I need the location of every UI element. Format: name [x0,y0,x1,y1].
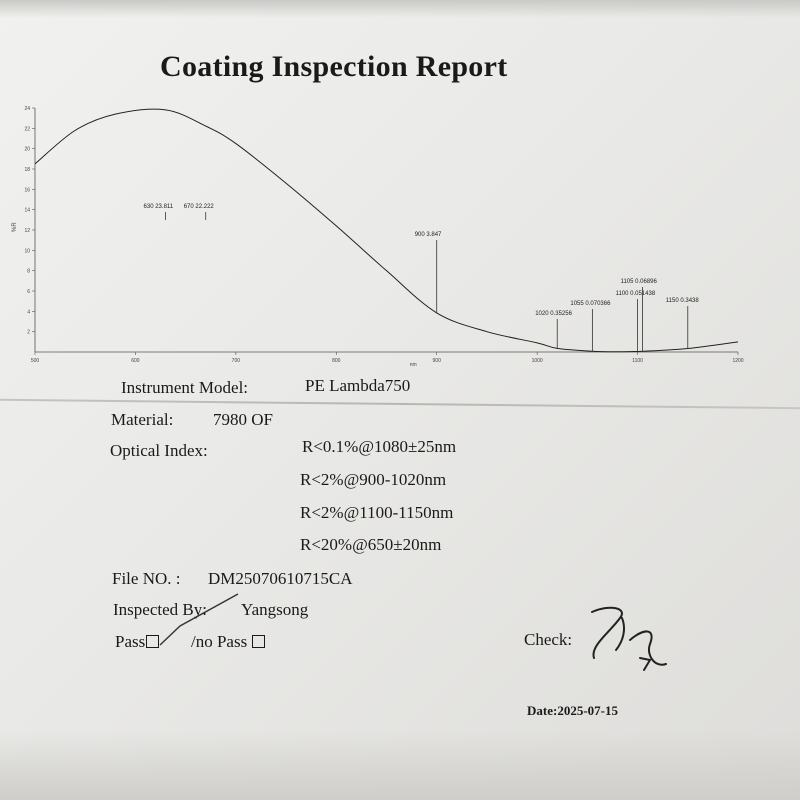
annotation-label: 670 22.222 [184,204,215,210]
y-tick-label: 20 [24,147,30,153]
annotation-label: 1020 0.35256 [535,311,572,317]
reflectance-curve [34,108,739,353]
page-shadow-bottom [0,730,800,800]
y-tick-label: 14 [24,208,30,214]
x-tick-label: 1200 [732,358,743,364]
no-pass-checkbox [252,635,266,648]
x-tick-label: 800 [332,358,341,364]
y-axis-label: %R [12,222,18,232]
report-date: Date:2025-07-15 [527,703,618,718]
y-tick-label: 10 [24,248,30,254]
pass-checkbox [146,635,160,648]
x-tick-label: 1000 [532,358,543,364]
file-number-value: DM25070610715CA [208,569,353,588]
report-title: Coating Inspection Report [160,50,508,83]
y-tick-label: 2 [27,330,30,336]
x-tick-label: 700 [232,358,241,364]
optical-index-spec-4: R<20%@650±20nm [300,535,442,554]
annotation-label: 1105 0.06896 [621,279,658,285]
optical-index-spec-2: R<2%@900-1020nm [300,470,447,489]
no-pass-option: /no Pass [191,632,266,652]
y-tick-label: 12 [24,228,30,234]
y-tick-label: 6 [27,289,30,295]
file-number-label: File NO. : [112,569,181,588]
y-tick-label: 4 [27,309,30,315]
x-tick-label: 500 [31,358,40,364]
optical-index-spec-1: R<0.1%@1080±25nm [302,437,457,456]
checker-signature [591,606,667,671]
optical-index-label: Optical Index: [110,441,208,460]
instrument-value: PE Lambda750 [305,376,411,395]
x-tick-label: 600 [131,358,140,364]
no-pass-label: /no Pass [191,632,248,651]
instrument-label: Instrument Model: [121,378,249,397]
reflectance-chart: 500 600 700 800 900 1000 1100 12002422201816141… [12,106,744,368]
inspected-by-value: Yangsong [241,600,309,619]
inspected-by-label: Inspected By: [113,600,207,619]
annotation-label: 900 3.847 [415,232,442,238]
material-value: 7980 OF [213,410,273,429]
paper-fold [0,398,800,410]
y-tick-label: 24 [24,106,30,112]
x-tick-label: 1100 [632,358,643,364]
x-tick-label: 900 [433,358,442,364]
annotation-label: 1150 0.3438 [666,298,700,304]
y-tick-label: 16 [24,187,30,193]
y-tick-label: 18 [24,167,30,173]
y-tick-label: 22 [24,126,30,132]
annotation-label: 1055 0.070366 [570,301,611,307]
pass-check-mark [159,593,239,646]
x-axis-label: nm [410,362,417,368]
annotation-label: 630 23.811 [144,204,174,210]
y-tick-label: 8 [27,269,30,275]
material-label: Material: [111,410,174,429]
annotation-label: 1100 0.051438 [616,291,656,297]
check-label: Check: [524,630,573,649]
pass-option: Pass [115,632,160,652]
pass-label: Pass [115,632,146,651]
page-shadow-top [0,0,800,18]
optical-index-spec-3: R<2%@1100-1150nm [300,503,454,522]
